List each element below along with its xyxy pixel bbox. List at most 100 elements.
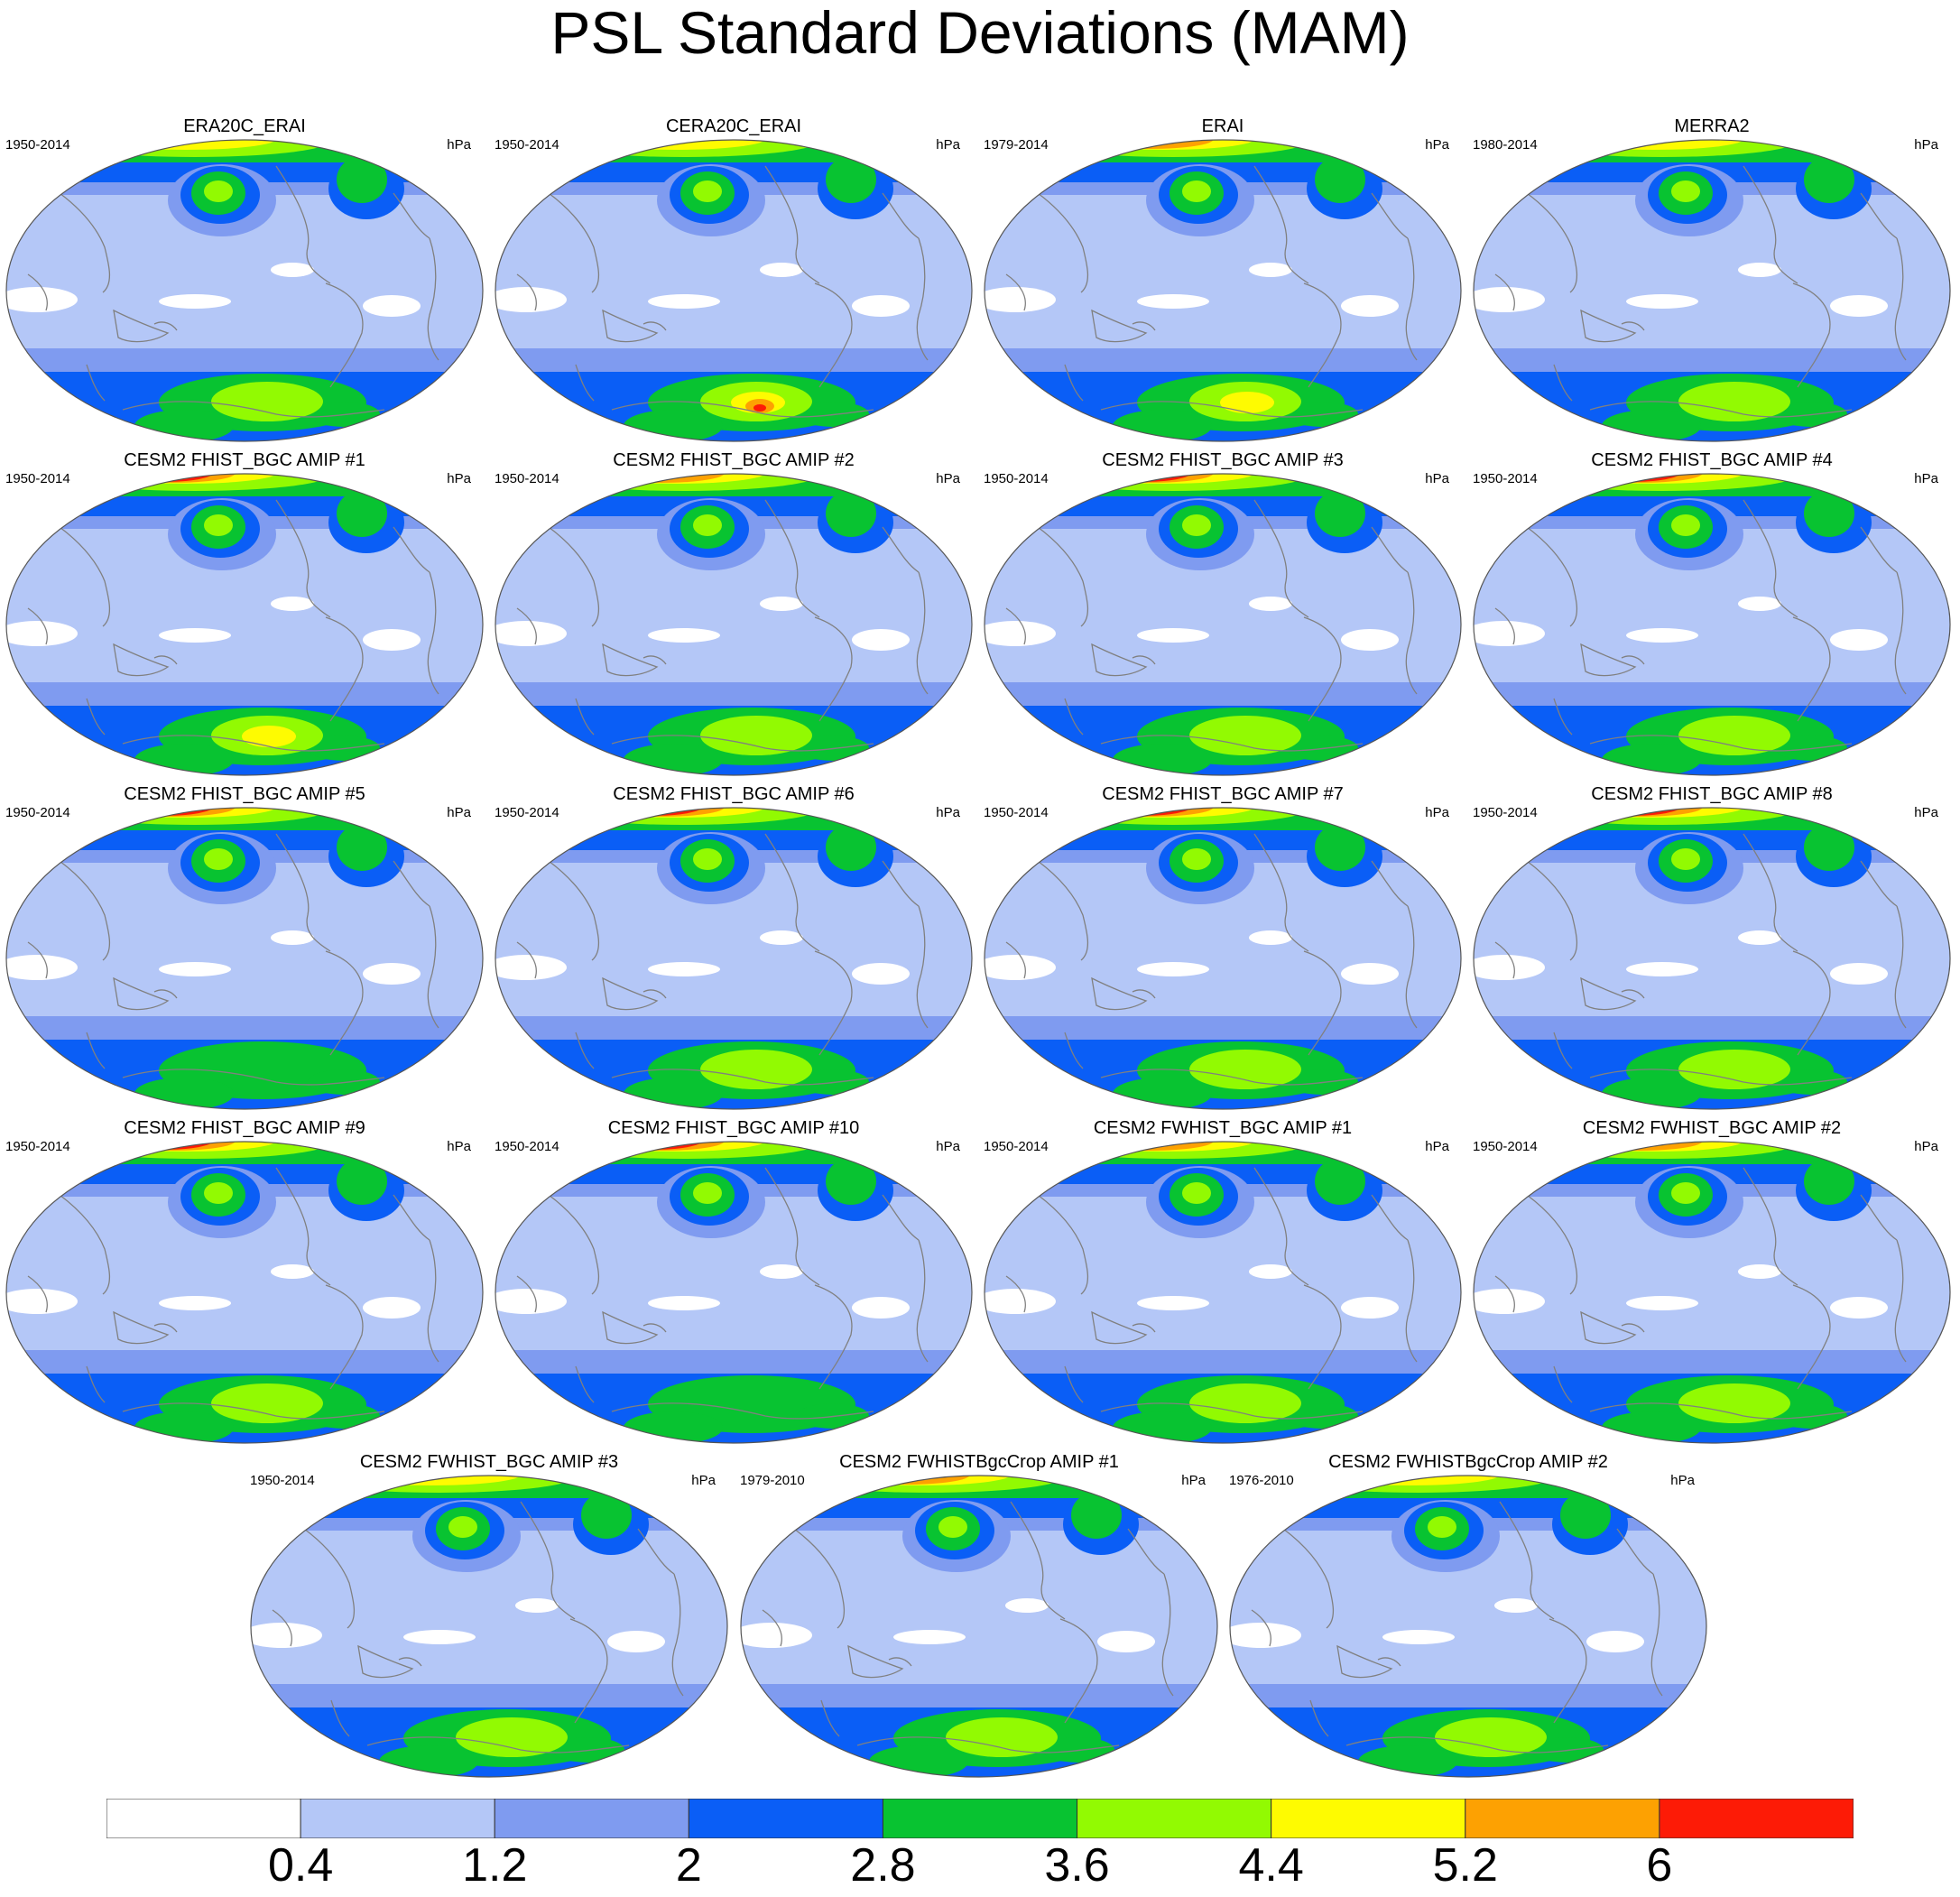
map-panel: CESM2 FHIST_BGC AMIP #8 1950-2014 hPa [1473,783,1951,1110]
panel-period: 1950-2014 [5,805,70,820]
panel-units: hPa [936,1139,960,1154]
panel-units: hPa [1914,137,1938,153]
map-outline [1473,1141,1951,1444]
colorbar-box [494,1799,689,1838]
panel-title: CESM2 FHIST_BGC AMIP #5 [124,784,365,804]
colorbar-box [1465,1799,1660,1838]
panel-period: 1950-2014 [495,1139,559,1154]
map-panel: CESM2 FHIST_BGC AMIP #10 1950-2014 hPa [495,1117,973,1444]
world-map [5,807,484,1110]
colorbar-box [1271,1799,1466,1838]
coastlines [516,833,965,1086]
panel-units: hPa [1425,1139,1449,1154]
panel-title: CESM2 FHIST_BGC AMIP #8 [1591,784,1833,804]
map-outline [1229,1475,1707,1778]
panel-period: 1950-2014 [495,805,559,820]
panel-title: CESM2 FWHISTBgcCrop AMIP #2 [1328,1452,1608,1472]
panel-units: hPa [1670,1473,1695,1488]
map-panel: CESM2 FWHIST_BGC AMIP #2 1950-2014 hPa [1473,1117,1951,1444]
map-panel: CERA20C_ERAI 1950-2014 hPa [495,116,973,442]
world-map [495,1141,973,1444]
map-panel: CESM2 FWHISTBgcCrop AMIP #2 1976-2010 hPa [1229,1451,1707,1778]
panel-units: hPa [1425,805,1449,820]
map-outline [5,473,484,776]
colorbar [106,1799,1854,1838]
map-outline [5,807,484,1110]
panel-period: 1950-2014 [984,1139,1049,1154]
map-panel: ERAI 1979-2014 hPa [984,116,1462,442]
colorbar-label: 4.4 [1238,1839,1304,1892]
map-outline [495,473,973,776]
colorbar-box [1077,1799,1272,1838]
map-outline [984,807,1462,1110]
coastlines [516,1167,965,1420]
panel-period: 1979-2014 [984,137,1049,153]
map-outline [5,1141,484,1444]
panel-period: 1950-2014 [495,137,559,153]
psl-std-field [985,140,1461,441]
panel-units: hPa [447,137,471,153]
psl-std-field [1474,140,1950,441]
map-outline [1473,473,1951,776]
map-outline [5,139,484,442]
psl-std-field [1474,1142,1950,1443]
colorbar-labels: 0.4 1.2 2 2.8 3.6 4.4 5.2 6 [0,1839,1960,1893]
world-map [984,473,1462,776]
map-outline [495,139,973,442]
colorbar-label: 1.2 [462,1839,528,1892]
map-outline [495,807,973,1110]
map-panel: CESM2 FWHIST_BGC AMIP #3 1950-2014 hPa [250,1451,728,1778]
colorbar-label: 6 [1646,1839,1673,1892]
world-map [495,807,973,1110]
map-panel: CESM2 FHIST_BGC AMIP #5 1950-2014 hPa [5,783,484,1110]
panel-title: MERRA2 [1674,116,1750,136]
map-outline [1473,807,1951,1110]
world-map [5,473,484,776]
panel-units: hPa [691,1473,716,1488]
coastlines [1005,833,1454,1086]
world-map [5,1141,484,1444]
panel-period: 1976-2010 [1229,1473,1294,1488]
panel-title: ERAI [1201,116,1244,136]
world-map [495,139,973,442]
map-panel: CESM2 FHIST_BGC AMIP #2 1950-2014 hPa [495,449,973,776]
world-map [1473,473,1951,776]
colorbar-label: 2 [675,1839,702,1892]
panel-units: hPa [1914,471,1938,486]
psl-std-field [251,1476,727,1777]
panel-title: ERA20C_ERAI [183,116,306,136]
psl-std-field [495,140,972,441]
map-panel: CESM2 FHIST_BGC AMIP #3 1950-2014 hPa [984,449,1462,776]
panel-period: 1950-2014 [984,805,1049,820]
map-panel: CESM2 FHIST_BGC AMIP #6 1950-2014 hPa [495,783,973,1110]
map-panel: CESM2 FHIST_BGC AMIP #9 1950-2014 hPa [5,1117,484,1444]
map-panel: CESM2 FHIST_BGC AMIP #4 1950-2014 hPa [1473,449,1951,776]
map-panel: ERA20C_ERAI 1950-2014 hPa [5,116,484,442]
panel-units: hPa [447,1139,471,1154]
panel-title: CESM2 FHIST_BGC AMIP #7 [1102,784,1344,804]
panel-title: CESM2 FHIST_BGC AMIP #4 [1591,450,1833,470]
panel-title: CESM2 FHIST_BGC AMIP #9 [124,1118,365,1138]
panel-units: hPa [447,471,471,486]
map-outline [740,1475,1218,1778]
panel-period: 1950-2014 [495,471,559,486]
panel-period: 1950-2014 [5,1139,70,1154]
map-outline [984,1141,1462,1444]
panel-units: hPa [1425,471,1449,486]
psl-std-field [985,1142,1461,1443]
panel-period: 1950-2014 [984,471,1049,486]
panel-title: CESM2 FHIST_BGC AMIP #2 [613,450,855,470]
panel-units: hPa [1181,1473,1206,1488]
colorbar-box [300,1799,495,1838]
world-map [1473,1141,1951,1444]
map-panel: MERRA2 1980-2014 hPa [1473,116,1951,442]
panel-units: hPa [447,805,471,820]
map-outline [984,473,1462,776]
world-map [1473,807,1951,1110]
world-map [5,139,484,442]
panel-period: 1950-2014 [1473,805,1538,820]
panel-units: hPa [936,137,960,153]
panel-period: 1979-2010 [740,1473,805,1488]
psl-std-field [985,474,1461,775]
world-map [1229,1475,1707,1778]
